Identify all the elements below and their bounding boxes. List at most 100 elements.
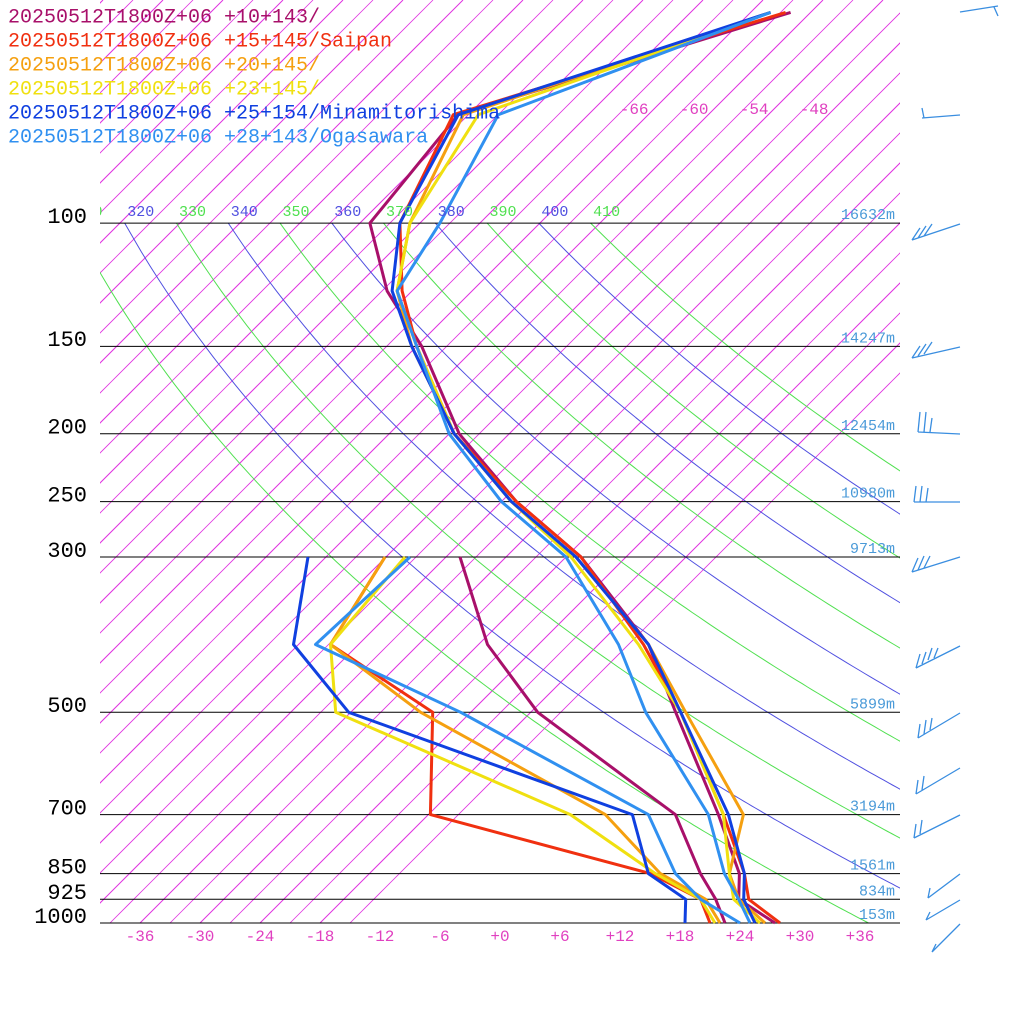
y-tick-label: 700	[47, 796, 87, 821]
theta-label: 340	[231, 204, 258, 221]
x-tick-label: +0	[490, 928, 509, 946]
theta-label: 360	[334, 204, 361, 221]
y-tick-label: 150	[47, 328, 87, 353]
height-label: 12454m	[841, 418, 895, 435]
dry-adiabat	[590, 222, 900, 472]
isotherm	[100, 0, 614, 514]
isotherm	[100, 0, 824, 724]
wind-barb	[911, 555, 961, 573]
wind-barb	[917, 712, 961, 739]
isotherm	[100, 12, 900, 814]
x-tick-label: +24	[726, 928, 755, 946]
height-label: 14247m	[841, 330, 895, 347]
isotherm	[100, 0, 884, 784]
isotherm	[100, 0, 284, 184]
wind-barb	[913, 814, 961, 839]
isotherm-label: -54	[740, 101, 769, 119]
theta-label: 320	[127, 204, 154, 221]
y-tick-label: 250	[47, 483, 87, 508]
x-tick-label: +6	[550, 928, 569, 946]
x-tick-label: -18	[306, 928, 335, 946]
wind-barb	[959, 5, 999, 17]
dry-adiabat	[124, 222, 900, 889]
isotherm	[100, 0, 344, 244]
x-tick-label: -24	[246, 928, 275, 946]
y-tick-label: 300	[47, 539, 87, 564]
isotherm	[100, 0, 314, 214]
x-tick-label: +36	[846, 928, 875, 946]
dry-adiabat	[383, 222, 900, 649]
dry-adiabat	[486, 222, 900, 559]
x-tick-label: -6	[430, 928, 449, 946]
wind-barb	[911, 341, 961, 359]
wind-barb	[921, 107, 961, 119]
dry-adiabat	[227, 222, 900, 790]
isotherm	[139, 162, 900, 924]
x-tick-label: +18	[666, 928, 695, 946]
dewpoint-line	[329, 556, 717, 924]
isotherm	[169, 192, 900, 924]
isotherm	[100, 0, 524, 424]
isotherm	[289, 312, 900, 924]
dewpoint-line	[292, 556, 688, 924]
dewpoint-line	[314, 555, 741, 925]
dewpoint-line	[458, 556, 727, 924]
isotherm	[319, 342, 900, 924]
y-tick-label: 925	[47, 881, 87, 906]
theta-label: 330	[179, 204, 206, 221]
isotherm	[100, 0, 734, 634]
y-tick-label: 850	[47, 855, 87, 880]
temperature-line	[395, 10, 772, 925]
x-tick-label: +30	[786, 928, 815, 946]
y-tick-label: 200	[47, 416, 87, 441]
y-tick-label: 1000	[34, 905, 87, 930]
theta-label: 380	[438, 204, 465, 221]
isotherm	[100, 0, 704, 604]
wind-barb	[911, 223, 961, 241]
isotherm	[100, 0, 374, 274]
theta-label: 410	[593, 204, 620, 221]
x-tick-label: -12	[366, 928, 395, 946]
dewpoint-line	[329, 556, 712, 924]
height-label: 1561m	[850, 858, 895, 875]
isotherm	[109, 132, 900, 924]
isotherm	[259, 282, 900, 924]
wind-barb	[915, 645, 961, 669]
legend-entry: 20250512T1800Z+06 +10+143/	[8, 6, 320, 29]
height-label: 834m	[859, 883, 895, 900]
isotherm	[100, 0, 554, 454]
x-tick-label: +12	[606, 928, 635, 946]
isotherm	[100, 0, 434, 334]
isotherm	[100, 0, 584, 484]
isotherm	[100, 0, 494, 394]
isotherm-label: -60	[680, 101, 709, 119]
x-tick-label: -36	[126, 928, 155, 946]
x-tick-label: -30	[186, 928, 215, 946]
temperature-line	[390, 10, 772, 924]
dry-adiabat	[538, 222, 900, 515]
legend-entry: 20250512T1800Z+06 +15+145/Saipan	[8, 30, 392, 53]
height-label: 3194m	[850, 799, 895, 816]
theta-label: 370	[386, 204, 413, 221]
wind-barb	[925, 899, 961, 921]
legend-entry: 20250512T1800Z+06 +28+143/Ogasawara	[8, 126, 428, 149]
isotherm	[100, 0, 854, 754]
isotherm-label: -48	[800, 101, 829, 119]
labels: 310 320 330 340 350 360 370 380 390 400 410 100 1663…	[8, 6, 895, 946]
legend-entry: 20250512T1800Z+06 +25+154/Minamitorishim…	[8, 102, 500, 125]
y-tick-label: 100	[47, 205, 87, 230]
dry-adiabat	[176, 222, 900, 839]
height-label: 16632m	[841, 207, 895, 224]
wind-barb	[917, 411, 961, 435]
isotherm	[100, 72, 900, 874]
theta-label: 390	[490, 204, 517, 221]
y-tick-label: 500	[47, 694, 87, 719]
theta-label: 310	[75, 204, 102, 221]
height-label: 9713m	[850, 541, 895, 558]
height-label: 153m	[859, 907, 895, 924]
temperature-line	[395, 10, 772, 924]
height-label: 5899m	[850, 696, 895, 713]
wind-barb	[927, 873, 961, 899]
isotherm	[100, 0, 794, 694]
wind-barb	[931, 923, 961, 953]
